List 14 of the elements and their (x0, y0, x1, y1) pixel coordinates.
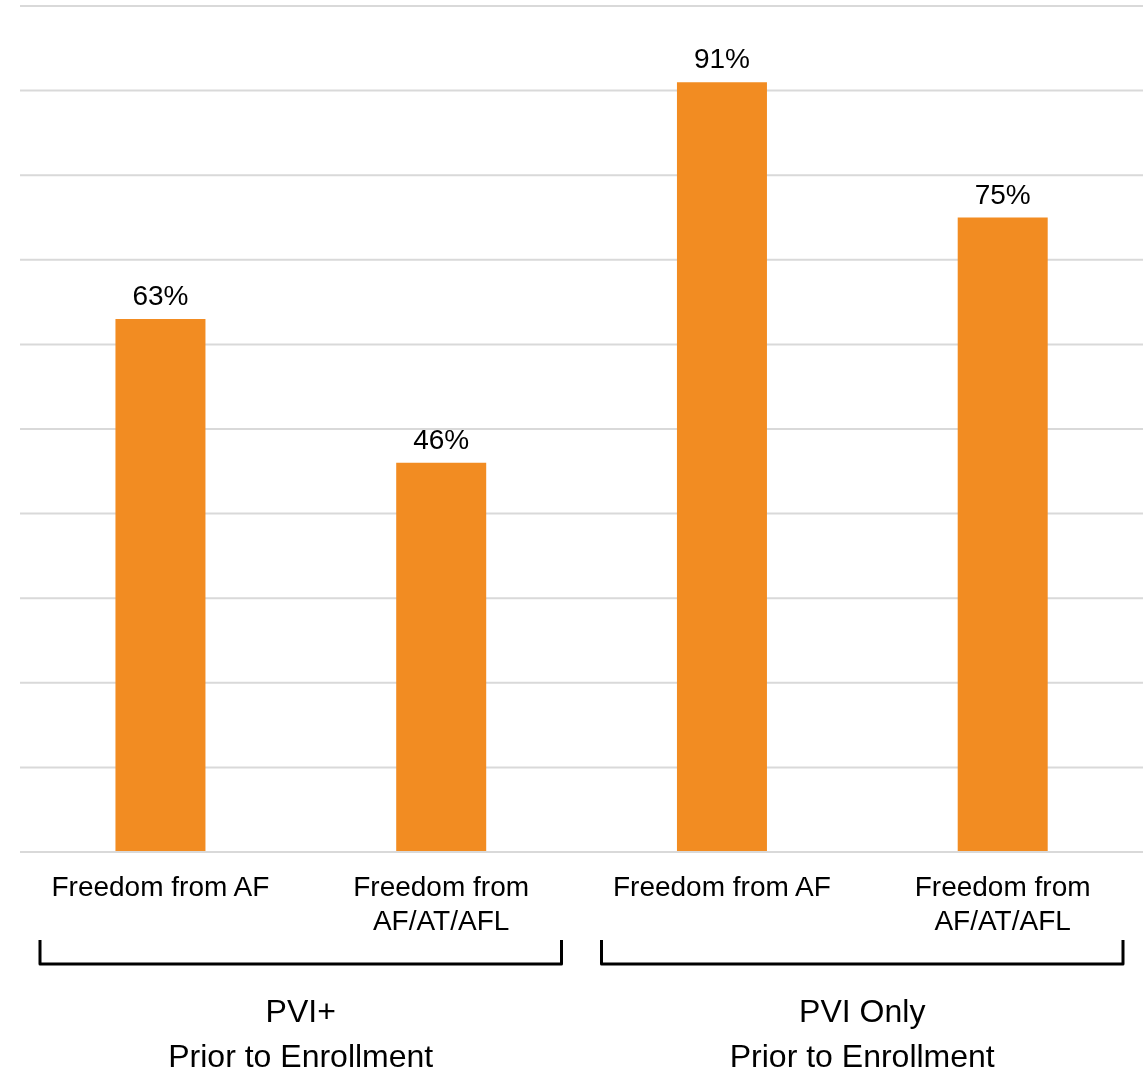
data-label: 63% (132, 280, 189, 312)
data-label: 75% (974, 178, 1031, 210)
x-tick-label: Freedom from AF (612, 871, 831, 902)
bar (115, 319, 206, 852)
bar (676, 82, 767, 852)
text: PVI+ Prior to Enrollment (168, 993, 434, 1070)
x-tick-label: Freedom from AF/AT/AFL (353, 871, 530, 936)
data-label: 91% (693, 43, 750, 75)
x-tick-label: Freedom from AF (51, 871, 270, 902)
bar (957, 217, 1048, 852)
text: PVI Only Prior to Enrollment (729, 993, 995, 1070)
x-tick-label: Freedom from AF/AT/AFL (914, 871, 1091, 936)
data-label: 46% (413, 423, 470, 455)
bar (396, 462, 487, 852)
